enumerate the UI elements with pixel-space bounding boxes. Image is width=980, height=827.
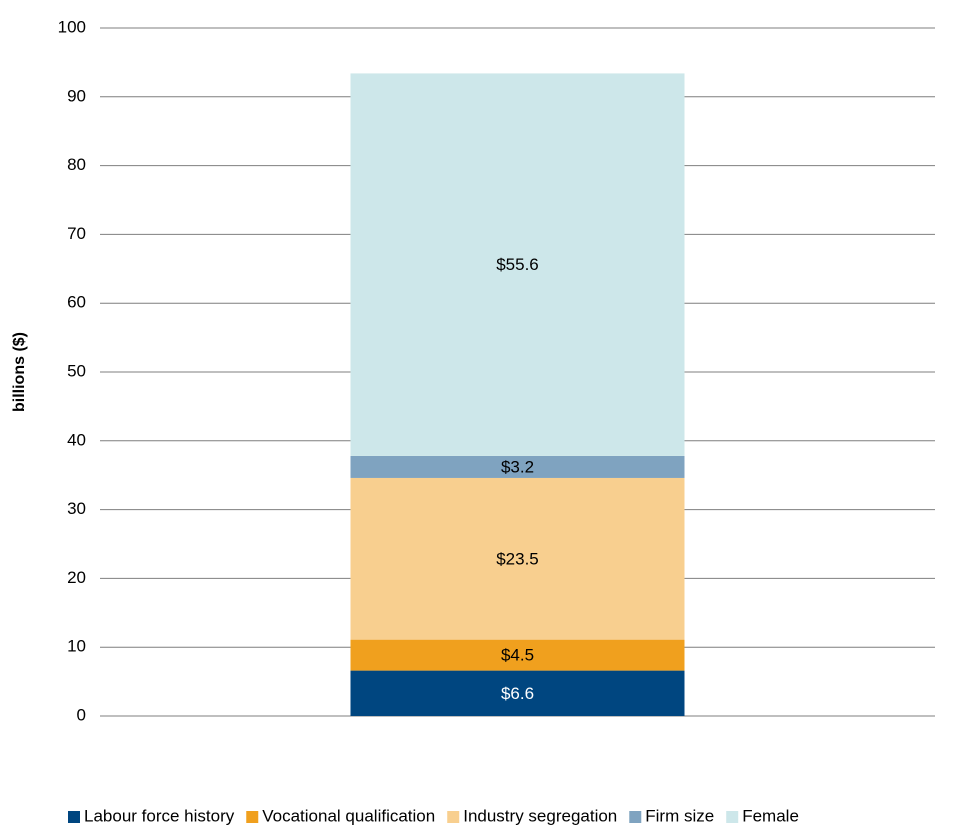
y-tick-label: 90 <box>67 86 86 105</box>
bar-segment <box>350 73 685 456</box>
data-label: $6.6 <box>501 684 534 703</box>
legend-label: Vocational qualification <box>262 806 435 825</box>
y-tick-label: 0 <box>77 705 86 724</box>
y-tick-label: 60 <box>67 293 86 312</box>
y-axis-title: billions ($) <box>11 332 28 412</box>
data-label: $55.6 <box>496 255 539 274</box>
y-tick-label: 70 <box>67 224 86 243</box>
legend-label: Labour force history <box>84 806 235 825</box>
bar-segment <box>350 455 685 478</box>
bar-segment <box>350 477 685 640</box>
y-tick-label: 20 <box>67 568 86 587</box>
legend-label: Industry segregation <box>463 806 617 825</box>
data-label: $23.5 <box>496 549 539 568</box>
legend-swatch <box>447 811 460 823</box>
y-tick-label: 30 <box>67 499 86 518</box>
legend-swatch <box>246 811 259 823</box>
y-tick-label: 40 <box>67 430 86 449</box>
legend-swatch <box>726 811 739 823</box>
y-tick-label: 50 <box>67 361 86 380</box>
legend-label: Female <box>742 806 799 825</box>
data-label: $3.2 <box>501 457 534 476</box>
legend-label: Firm size <box>645 806 714 825</box>
bar-segment <box>350 639 685 671</box>
data-label: $4.5 <box>501 646 534 665</box>
bar-segment <box>350 670 685 716</box>
legend-swatch <box>629 811 642 823</box>
y-tick-label: 10 <box>67 637 86 656</box>
legend-swatch <box>68 811 80 823</box>
y-tick-label: 80 <box>67 155 86 174</box>
y-tick-label: 100 <box>58 17 86 36</box>
